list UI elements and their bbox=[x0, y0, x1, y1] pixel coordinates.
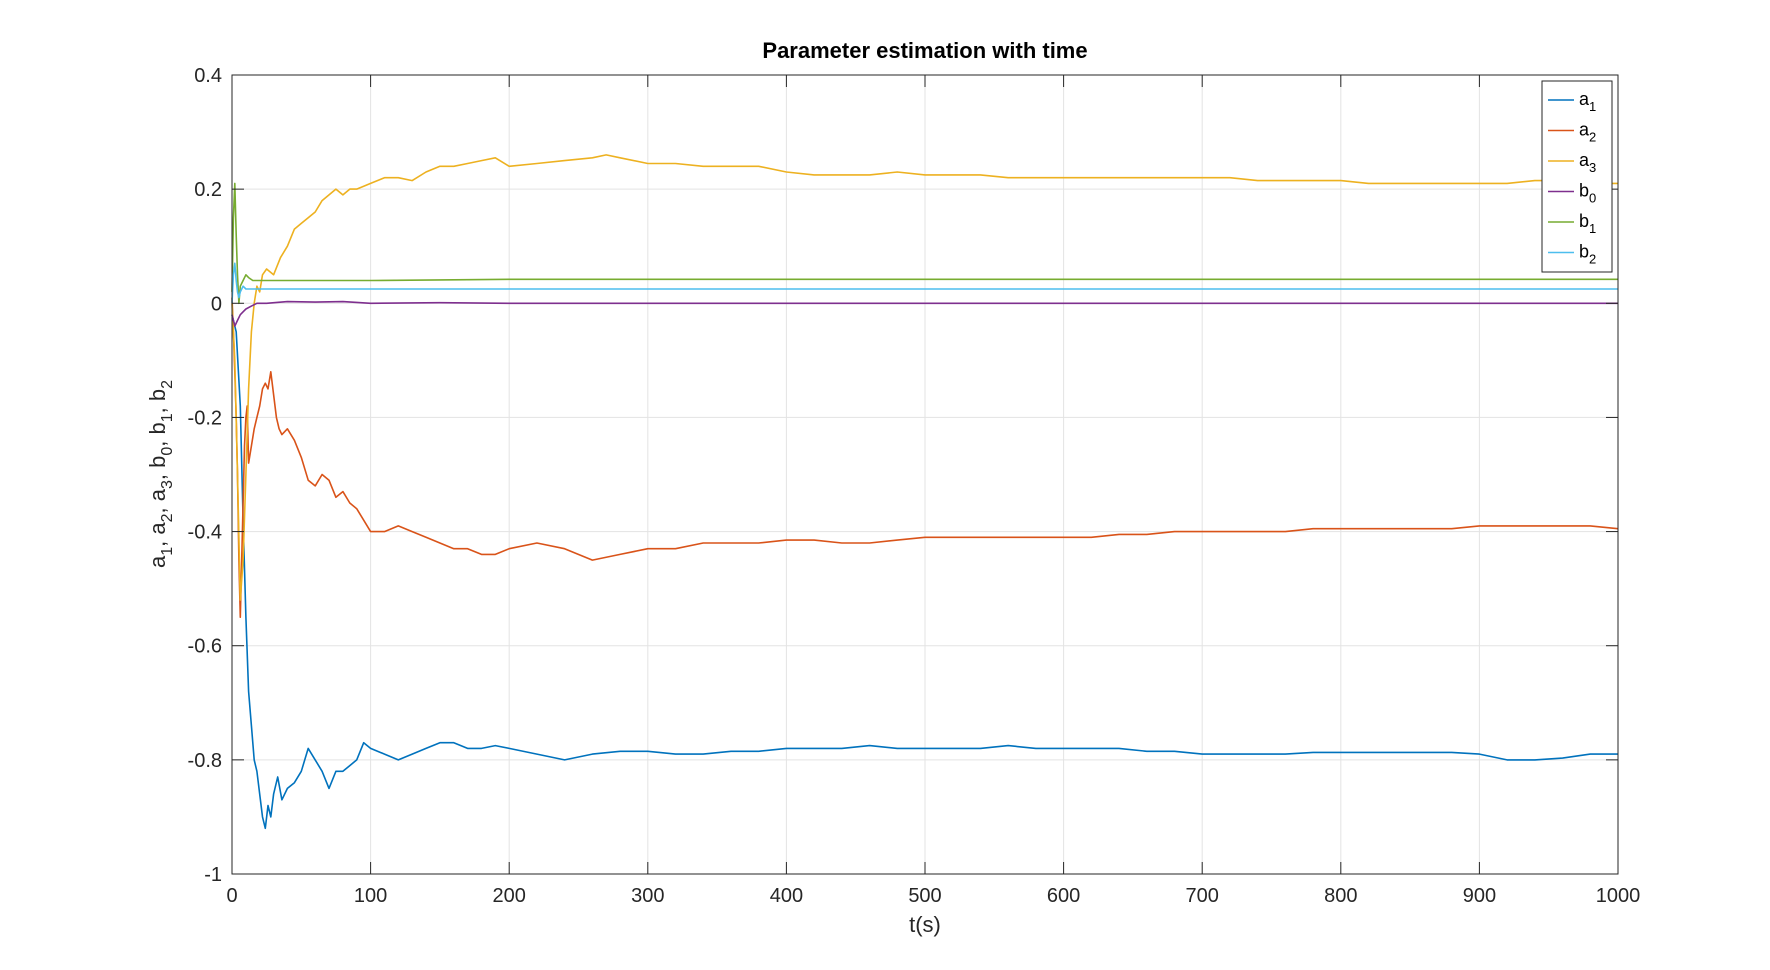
y-label-separator: , bbox=[145, 535, 170, 547]
x-tick-label: 700 bbox=[1186, 885, 1219, 907]
y-label-base: a bbox=[145, 522, 170, 535]
legend-entry-sub: 3 bbox=[1589, 160, 1596, 175]
legend-entry-base: a bbox=[1579, 150, 1590, 170]
x-tick-label: 200 bbox=[493, 885, 526, 907]
series-layer bbox=[231, 154, 1619, 830]
legend-entry: a2 bbox=[1579, 120, 1596, 145]
y-label-base: b bbox=[145, 456, 170, 468]
y-label-sub: 3 bbox=[159, 480, 176, 489]
legend-entry-base: a bbox=[1579, 120, 1590, 140]
series-line-b0 bbox=[231, 300, 1618, 327]
y-tick-label: 0.4 bbox=[194, 65, 222, 87]
series-line-b2 bbox=[231, 262, 1618, 304]
x-tick-label: 1000 bbox=[1596, 885, 1641, 907]
legend-entry-base: a bbox=[1579, 89, 1590, 109]
series-line-a1 bbox=[231, 314, 1618, 830]
y-label-base: a bbox=[145, 488, 170, 501]
ticks: 0 100 200 300 400 500 600 700 800 900 1000-1-0.8-0… bbox=[188, 65, 1641, 907]
y-tick-label: -0.2 bbox=[188, 407, 222, 429]
legend-entry: b1 bbox=[1579, 211, 1596, 236]
y-tick-label: 0.2 bbox=[194, 179, 222, 201]
y-tick-label: 0 bbox=[211, 293, 222, 315]
y-label-base: b bbox=[145, 422, 170, 434]
y-tick-label: -0.6 bbox=[188, 636, 222, 658]
y-label-separator: , bbox=[145, 501, 170, 513]
legend-box bbox=[1541, 80, 1613, 273]
y-label-sub: 0 bbox=[159, 447, 176, 456]
legend-entry: b0 bbox=[1579, 181, 1596, 206]
series-line-b1 bbox=[231, 182, 1618, 305]
x-tick-label: 300 bbox=[631, 885, 664, 907]
legend-entry-base: b bbox=[1579, 242, 1589, 262]
legend-entry-sub: 0 bbox=[1589, 191, 1596, 206]
x-tick-label: 400 bbox=[770, 885, 803, 907]
y-label-sub: 1 bbox=[159, 413, 176, 422]
x-tick-label: 100 bbox=[354, 885, 387, 907]
series-line-a2 bbox=[231, 297, 1619, 618]
chart-title: Parameter estimation with time bbox=[762, 38, 1087, 63]
legend-entry-sub: 1 bbox=[1589, 221, 1596, 236]
y-label-base: a bbox=[145, 555, 170, 568]
legend-entry-base: b bbox=[1579, 211, 1589, 231]
y-tick-label: -0.4 bbox=[188, 522, 222, 544]
y-label-sub: 1 bbox=[159, 547, 176, 556]
y-label-sub: 2 bbox=[159, 380, 176, 389]
y-label-sub: 2 bbox=[159, 513, 176, 522]
x-tick-label: 800 bbox=[1324, 885, 1357, 907]
y-tick-label: -1 bbox=[204, 864, 222, 886]
legend-entry: a3 bbox=[1579, 150, 1596, 175]
legend-entry-sub: 2 bbox=[1589, 252, 1596, 267]
legend-entry-base: b bbox=[1579, 181, 1589, 201]
legend-entry-sub: 1 bbox=[1589, 99, 1596, 114]
y-label-base: b bbox=[145, 389, 170, 401]
legend-entry-sub: 2 bbox=[1589, 130, 1596, 145]
x-tick-label: 500 bbox=[908, 885, 941, 907]
legend-entry: a1 bbox=[1579, 89, 1596, 114]
x-axis-label: t(s) bbox=[909, 912, 941, 937]
x-tick-label: 0 bbox=[226, 885, 237, 907]
y-label-separator: , bbox=[145, 434, 170, 446]
y-tick-label: -0.8 bbox=[188, 750, 222, 772]
legend-entry: b2 bbox=[1579, 242, 1596, 267]
x-tick-label: 600 bbox=[1047, 885, 1080, 907]
y-axis-label: a1, a2, a3, b0, b1, b2 bbox=[145, 380, 176, 568]
series-line-a3 bbox=[231, 154, 1618, 601]
y-label-separator: , bbox=[145, 468, 170, 480]
x-tick-label: 900 bbox=[1463, 885, 1496, 907]
y-label-separator: , bbox=[145, 401, 170, 413]
